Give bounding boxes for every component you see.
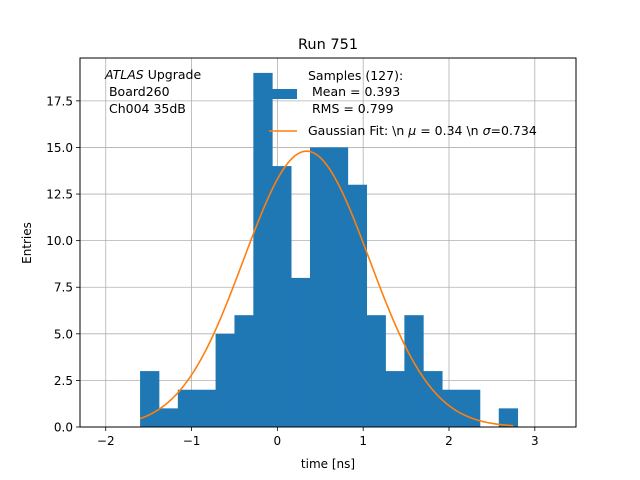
x-tick-label: −2 [97,434,115,448]
histogram-bar [309,147,330,428]
y-tick-label: 0.0 [54,421,73,435]
histogram-bar [404,315,424,427]
plot-frame [79,57,577,428]
y-axis-ticks: 0.0 2.5 5.0 7.5 10.0 12.5 15.0 17.5 [46,94,80,435]
annotation-atlas: ATLAS [104,67,144,82]
y-tick-label: 12.5 [46,188,73,202]
x-axis-ticks: −2 −1 0 1 2 3 [97,427,539,448]
y-tick-label: 7.5 [54,281,73,295]
y-tick-label: 2.5 [54,374,73,388]
histogram-bar [366,315,386,427]
legend-fit-sigma-symbol: σ [483,123,492,138]
annotation-line-2: Board260 [105,84,170,99]
histogram-bar [177,389,198,427]
histogram-bars [140,72,519,428]
histogram-bar [215,333,235,427]
histogram-bar [196,389,216,427]
legend-fit-prefix: Gaussian Fit: \n [308,123,408,138]
histogram-bar [461,389,481,427]
histogram-bar [253,72,273,427]
y-tick-label: 15.0 [46,141,73,155]
histogram-bar [385,371,405,427]
y-tick-label: 17.5 [46,94,73,108]
histogram-bar [140,371,160,427]
atlas-annotation: ATLAS Upgrade Board260 Ch004 35dB [104,67,201,116]
annotation-upgrade: Upgrade [144,67,202,82]
histogram-bar [498,408,519,427]
y-axis-label: Entries [20,222,34,264]
legend-fit-label: Gaussian Fit: \n μ = 0.34 \n σ=0.734 [308,123,537,138]
legend-fit-mu-text: = 0.34 \n [416,123,482,138]
legend-histogram-line-3: RMS = 0.799 [308,101,394,116]
histogram-bar [234,315,254,427]
legend: Samples (127): Mean = 0.393 RMS = 0.799 … [269,68,537,138]
legend-histogram-line-1: Samples (127): [308,68,403,83]
y-tick-label: 5.0 [54,327,73,341]
gaussian-fit-curve [139,150,514,427]
x-tick-label: 0 [274,434,282,448]
legend-fit-sigma-text: =0.734 [491,123,537,138]
histogram-bar [328,147,349,428]
x-tick-label: 1 [359,434,367,448]
legend-fit-mu-symbol: μ [407,123,416,138]
histogram-bar [347,184,368,427]
chart-title: Run 751 [298,37,358,53]
x-axis-label: time [ns] [301,457,355,471]
histogram-bar [158,408,179,427]
x-tick-label: 3 [531,434,539,448]
x-tick-label: −1 [183,434,201,448]
legend-histogram-line-2: Mean = 0.393 [308,84,400,99]
y-tick-label: 10.0 [46,234,73,248]
histogram-bar [423,371,443,427]
histogram-bar [291,277,311,427]
x-tick-label: 2 [445,434,453,448]
annotation-line-3: Ch004 35dB [105,101,186,116]
histogram-bar [272,166,292,427]
annotation-line-1: ATLAS Upgrade [104,67,201,82]
legend-histogram-swatch [269,89,297,99]
